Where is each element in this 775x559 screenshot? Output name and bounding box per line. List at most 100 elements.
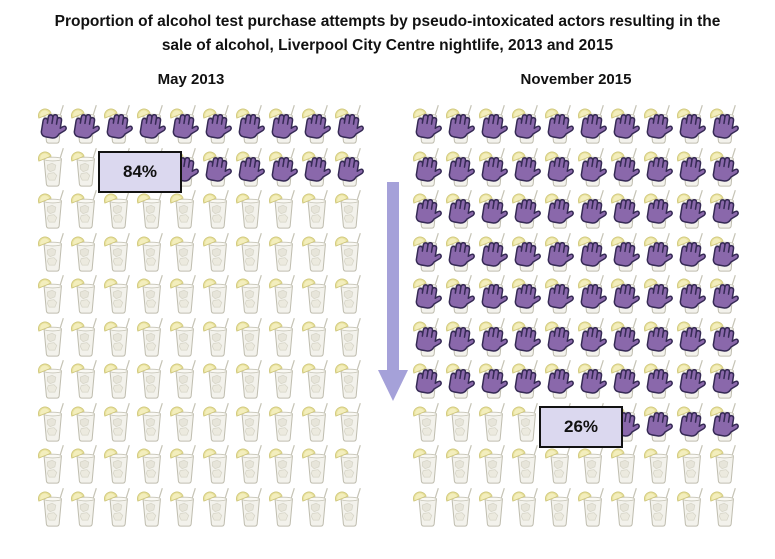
refusal-hand-icon	[609, 146, 642, 189]
refusal-hand-icon	[609, 103, 642, 146]
sold-glass-icon	[201, 231, 234, 274]
sold-glass-icon	[300, 316, 333, 359]
refusal-hand-icon	[510, 188, 543, 231]
refusal-hand-icon	[444, 188, 477, 231]
sold-glass-icon	[333, 316, 366, 359]
refusal-hand-icon	[576, 103, 609, 146]
refusal-hand-icon	[444, 146, 477, 189]
panel-november-2015: 26%	[411, 103, 741, 528]
refusal-hand-icon	[510, 358, 543, 401]
refusal-hand-icon	[642, 188, 675, 231]
sold-glass-icon	[102, 231, 135, 274]
sold-glass-icon	[135, 188, 168, 231]
refusal-hand-icon	[642, 231, 675, 274]
sold-glass-icon	[411, 486, 444, 529]
sold-glass-icon	[168, 316, 201, 359]
refusal-hand-icon	[201, 103, 234, 146]
sold-glass-icon	[642, 486, 675, 529]
sold-glass-icon	[135, 358, 168, 401]
sold-glass-icon	[543, 443, 576, 486]
sold-glass-icon	[135, 273, 168, 316]
sold-glass-icon	[135, 316, 168, 359]
sold-glass-icon	[267, 273, 300, 316]
refusal-hand-icon	[543, 231, 576, 274]
refusal-hand-icon	[411, 188, 444, 231]
sold-glass-icon	[234, 358, 267, 401]
sold-glass-icon	[102, 358, 135, 401]
sold-glass-icon	[36, 231, 69, 274]
refusal-hand-icon	[675, 358, 708, 401]
sold-glass-icon	[168, 443, 201, 486]
refusal-hand-icon	[708, 401, 741, 444]
sold-glass-icon	[267, 443, 300, 486]
sold-glass-icon	[510, 443, 543, 486]
percent-label-may-2013: 84%	[98, 150, 182, 193]
refusal-hand-icon	[708, 188, 741, 231]
refusal-hand-icon	[69, 103, 102, 146]
refusal-hand-icon	[675, 103, 708, 146]
refusal-hand-icon	[576, 316, 609, 359]
sold-glass-icon	[411, 443, 444, 486]
sold-glass-icon	[135, 401, 168, 444]
sold-glass-icon	[333, 486, 366, 529]
refusal-hand-icon	[477, 188, 510, 231]
sold-glass-icon	[201, 358, 234, 401]
refusal-hand-icon	[543, 316, 576, 359]
sold-glass-icon	[36, 188, 69, 231]
sold-glass-icon	[69, 273, 102, 316]
sold-glass-icon	[708, 443, 741, 486]
sold-glass-icon	[675, 443, 708, 486]
sold-glass-icon	[576, 486, 609, 529]
sold-glass-icon	[102, 316, 135, 359]
refusal-hand-icon	[102, 103, 135, 146]
refusal-hand-icon	[675, 273, 708, 316]
refusal-hand-icon	[477, 103, 510, 146]
sold-glass-icon	[234, 486, 267, 529]
sold-glass-icon	[642, 443, 675, 486]
sold-glass-icon	[333, 273, 366, 316]
refusal-hand-icon	[411, 103, 444, 146]
icon-grid-november-2015	[411, 103, 741, 528]
sold-glass-icon	[609, 486, 642, 529]
refusal-hand-icon	[477, 316, 510, 359]
refusal-hand-icon	[576, 188, 609, 231]
refusal-hand-icon	[477, 146, 510, 189]
chart-title-line2: sale of alcohol, Liverpool City Centre n…	[161, 37, 614, 54]
sold-glass-icon	[477, 486, 510, 529]
refusal-hand-icon	[444, 231, 477, 274]
refusal-hand-icon	[411, 316, 444, 359]
sold-glass-icon	[168, 188, 201, 231]
sold-glass-icon	[201, 486, 234, 529]
sold-glass-icon	[300, 231, 333, 274]
sold-glass-icon	[234, 188, 267, 231]
sold-glass-icon	[36, 401, 69, 444]
refusal-hand-icon	[609, 358, 642, 401]
refusal-hand-icon	[609, 316, 642, 359]
refusal-hand-icon	[675, 316, 708, 359]
sold-glass-icon	[234, 273, 267, 316]
refusal-hand-icon	[411, 146, 444, 189]
refusal-hand-icon	[576, 231, 609, 274]
refusal-hand-icon	[267, 146, 300, 189]
sold-glass-icon	[444, 443, 477, 486]
sold-glass-icon	[69, 358, 102, 401]
refusal-hand-icon	[708, 103, 741, 146]
sold-glass-icon	[300, 443, 333, 486]
refusal-hand-icon	[642, 273, 675, 316]
refusal-hand-icon	[300, 146, 333, 189]
refusal-hand-icon	[234, 146, 267, 189]
refusal-hand-icon	[576, 146, 609, 189]
sold-glass-icon	[300, 188, 333, 231]
refusal-hand-icon	[510, 103, 543, 146]
refusal-hand-icon	[36, 103, 69, 146]
sold-glass-icon	[69, 231, 102, 274]
sold-glass-icon	[69, 401, 102, 444]
sold-glass-icon	[333, 358, 366, 401]
refusal-hand-icon	[675, 146, 708, 189]
refusal-hand-icon	[477, 358, 510, 401]
refusal-hand-icon	[444, 316, 477, 359]
refusal-hand-icon	[609, 273, 642, 316]
refusal-hand-icon	[510, 146, 543, 189]
refusal-hand-icon	[477, 231, 510, 274]
